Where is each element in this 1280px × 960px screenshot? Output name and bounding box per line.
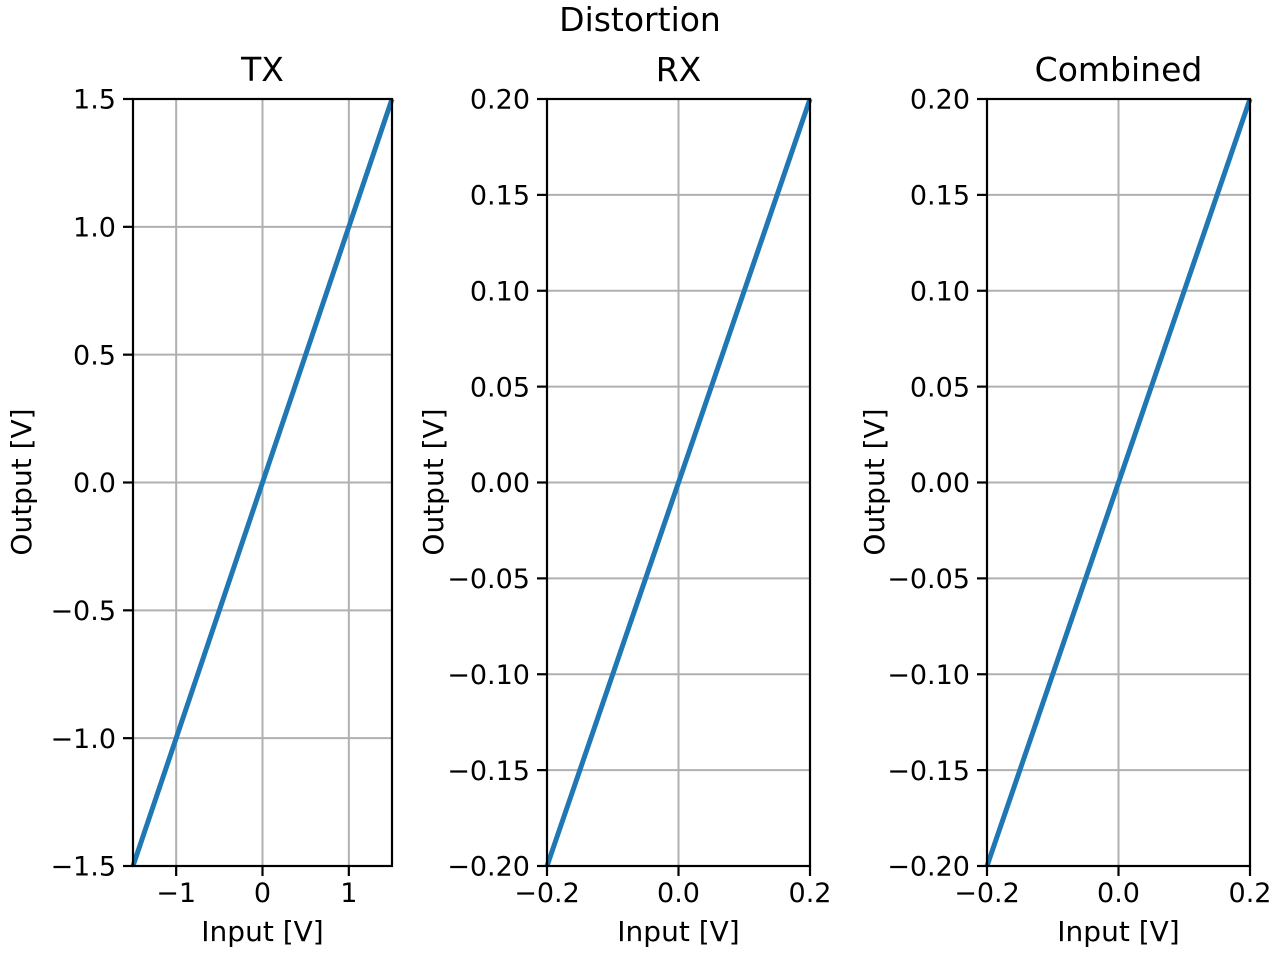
y-tick-label: −0.5 <box>50 596 116 627</box>
subplot-title-rx: RX <box>655 50 702 89</box>
x-axis-label-tx: Input [V] <box>201 915 324 948</box>
y-tick-label: −1.5 <box>50 852 116 883</box>
y-axis-label-rx: Output [V] <box>417 408 450 556</box>
subplot-rx: −0.2 0.0 0.2 0.20 0.15 0.10 0.05 0.00 −0.05 −0.10… <box>447 85 831 909</box>
y-axis-label-tx: Output [V] <box>5 408 38 556</box>
y-tick-label: 0.05 <box>910 372 970 403</box>
x-tick-label: 1 <box>340 878 357 909</box>
x-tick-label: 0 <box>254 878 271 909</box>
y-tick-label: 0.20 <box>910 85 970 116</box>
y-tick-label: −0.15 <box>447 756 530 787</box>
y-tick-label: 0.00 <box>910 468 970 499</box>
x-tick-label: −0.2 <box>954 878 1020 909</box>
x-tick-label: 0.2 <box>1229 878 1272 909</box>
subplot-title-combined: Combined <box>1034 50 1203 89</box>
y-tick-label: 1.5 <box>73 85 116 116</box>
combined-distortion-curve <box>984 98 1253 867</box>
y-tick-label: 0.10 <box>470 276 530 307</box>
figure-title: Distortion <box>559 0 721 39</box>
subplot-combined: −0.2 0.0 0.2 0.20 0.15 0.10 0.05 0.00 −0.05 −0.10… <box>887 85 1271 909</box>
x-tick-label: 0.0 <box>1097 878 1140 909</box>
y-tick-label: 0.10 <box>910 276 970 307</box>
x-tick-label: −0.2 <box>514 878 580 909</box>
y-tick-label: −0.10 <box>447 660 530 691</box>
subplot-tx: −1 0 1 1.5 1.0 0.5 0.0 −0.5 −1.0 −1.5 <box>50 85 395 909</box>
y-tick-label: 0.20 <box>470 85 530 116</box>
y-tick-label: −0.15 <box>887 756 970 787</box>
y-tick-label: −1.0 <box>50 724 116 755</box>
y-tick-label: −0.05 <box>447 564 530 595</box>
y-tick-label: 1.0 <box>73 213 116 244</box>
x-tick-label: 0.2 <box>789 878 832 909</box>
y-tick-label: 0.15 <box>910 181 970 212</box>
y-tick-label: 0.0 <box>73 468 116 499</box>
tx-distortion-curve <box>130 98 395 867</box>
subplot-title-tx: TX <box>241 50 284 89</box>
y-axis-label-combined: Output [V] <box>858 408 891 556</box>
x-axis-label-combined: Input [V] <box>1057 915 1180 948</box>
y-tick-label: −0.05 <box>887 564 970 595</box>
x-tick-label: −1 <box>156 878 196 909</box>
y-tick-label: −0.20 <box>887 852 970 883</box>
rx-distortion-curve <box>544 98 813 867</box>
x-tick-label: 0.0 <box>657 878 700 909</box>
y-tick-label: 0.5 <box>73 340 116 371</box>
y-tick-label: 0.05 <box>470 372 530 403</box>
y-tick-label: 0.15 <box>470 181 530 212</box>
x-axis-label-rx: Input [V] <box>617 915 740 948</box>
y-tick-label: −0.10 <box>887 660 970 691</box>
y-tick-label: −0.20 <box>447 852 530 883</box>
y-tick-label: 0.00 <box>470 468 530 499</box>
